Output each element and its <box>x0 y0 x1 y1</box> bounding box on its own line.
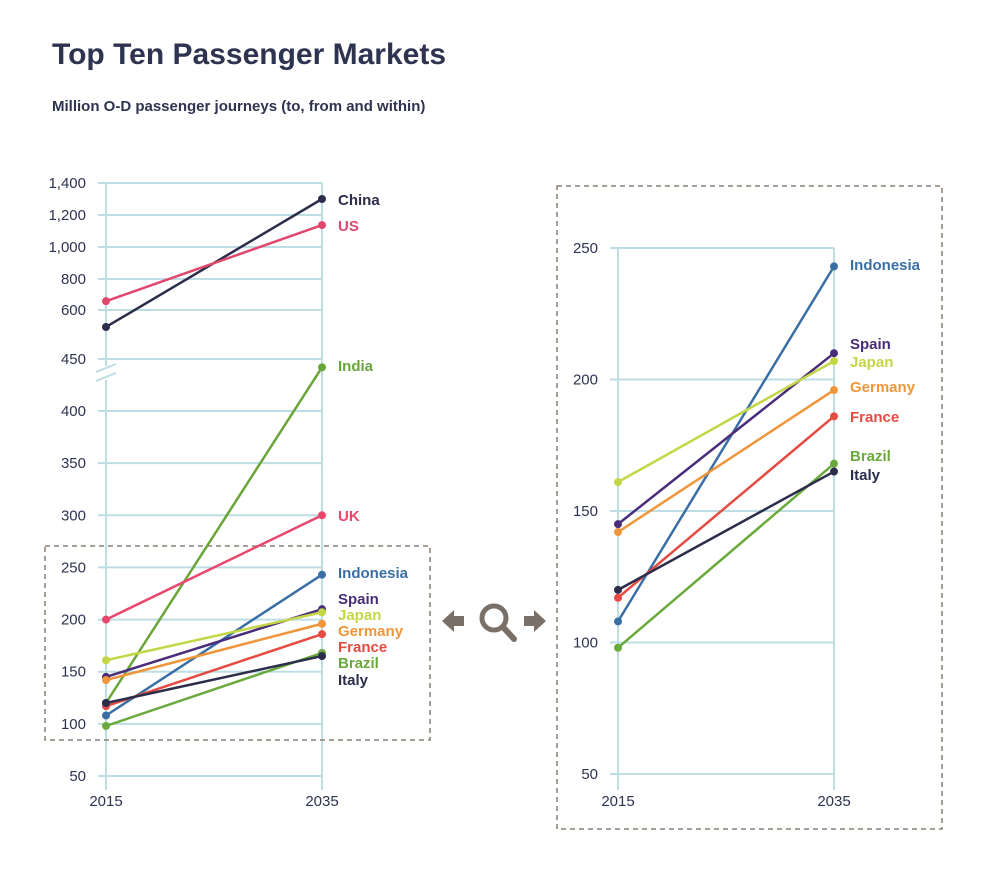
series-line-us <box>105 223 323 303</box>
series-label-spain: Spain <box>338 591 379 608</box>
axis-break-mark <box>95 372 117 382</box>
y-tick-label: 100 <box>573 635 598 652</box>
y-tick-label: 200 <box>573 372 598 389</box>
y-tick-label: 200 <box>61 612 86 629</box>
point-uk-2035 <box>318 511 326 520</box>
series-label-uk: UK <box>338 508 360 525</box>
y-tick-label: 250 <box>61 559 86 576</box>
point-uk-2015 <box>102 615 110 624</box>
point-germany-2035 <box>318 619 326 628</box>
zoomed-series-label-france: France <box>850 409 899 426</box>
x-tick-label: 2015 <box>601 793 634 810</box>
series-label-germany: Germany <box>338 623 404 640</box>
y-tick-label: 1,200 <box>48 207 86 224</box>
zoomed-point-japan-2015 <box>614 478 622 487</box>
arrow-right-icon <box>524 610 546 632</box>
y-tick-label: 800 <box>61 271 86 288</box>
x-tick-label: 2015 <box>89 793 122 810</box>
point-france-2035 <box>318 630 326 639</box>
y-tick-label: 350 <box>61 455 86 472</box>
point-indonesia-2035 <box>318 570 326 579</box>
series-label-brazil: Brazil <box>338 655 379 672</box>
point-china-2035 <box>318 195 326 203</box>
zoomed-series-label-brazil: Brazil <box>850 448 891 465</box>
point-italy-2035 <box>318 652 326 661</box>
point-japan-2015 <box>102 656 110 665</box>
page-title: Top Ten Passenger Markets <box>52 38 447 71</box>
point-germany-2015 <box>102 676 110 685</box>
y-tick-label: 600 <box>61 302 86 319</box>
zoomed-series-line-italy <box>617 470 835 591</box>
zoomed-series-label-japan: Japan <box>850 354 893 371</box>
series-line-india <box>104 366 324 704</box>
point-china-2015 <box>102 322 110 331</box>
zoomed-series-line-indonesia <box>616 265 836 623</box>
y-tick-label: 250 <box>573 240 598 257</box>
point-us-2035 <box>318 221 326 230</box>
y-tick-label: 300 <box>61 507 86 524</box>
y-tick-label: 450 <box>61 351 86 368</box>
series-line-uk <box>105 514 323 621</box>
point-brazil-2015 <box>102 721 110 730</box>
series-label-us: US <box>338 218 359 235</box>
zoomed-point-germany-2015 <box>614 528 622 537</box>
zoomed-series-label-germany: Germany <box>850 379 916 396</box>
y-tick-label: 150 <box>61 664 86 681</box>
arrow-left-icon <box>442 610 464 632</box>
subtitle: Million O-D passenger journeys (to, from… <box>52 98 426 115</box>
y-tick-label: 1,400 <box>48 175 86 192</box>
zoomed-point-france-2015 <box>614 593 622 602</box>
zoomed-point-brazil-2035 <box>830 459 838 468</box>
zoomed-series-label-spain: Spain <box>850 336 891 353</box>
y-tick-label: 50 <box>69 768 86 785</box>
zoomed-series-line-germany <box>617 388 835 534</box>
magnifier-icon <box>479 603 509 633</box>
series-line-germany <box>105 622 323 682</box>
zoomed-point-indonesia-2035 <box>830 262 838 271</box>
zoomed-point-germany-2035 <box>830 386 838 395</box>
zoomed-point-italy-2035 <box>830 467 838 476</box>
axis-break-mark <box>95 363 117 373</box>
zoom-region-box <box>44 545 431 741</box>
point-indonesia-2015 <box>102 711 110 720</box>
zoomed-series-label-italy: Italy <box>850 467 881 484</box>
magnifier-handle <box>500 624 517 642</box>
zoomed-point-italy-2015 <box>614 585 622 594</box>
series-label-india: India <box>338 358 374 375</box>
point-italy-2015 <box>102 699 110 707</box>
series-label-japan: Japan <box>338 607 381 624</box>
y-tick-label: 1,000 <box>48 239 86 256</box>
series-label-france: France <box>338 639 387 656</box>
series-label-indonesia: Indonesia <box>338 565 409 582</box>
y-tick-label: 100 <box>61 716 86 733</box>
zoomed-series-line-brazil <box>617 462 835 649</box>
zoomed-point-brazil-2015 <box>614 643 622 652</box>
series-line-italy <box>105 654 323 705</box>
series-line-indonesia <box>105 573 323 717</box>
series-label-china: China <box>338 192 380 209</box>
x-tick-label: 2035 <box>305 793 338 810</box>
zoomed-point-france-2035 <box>830 412 838 421</box>
y-tick-label: 50 <box>581 766 598 783</box>
series-label-italy: Italy <box>338 672 369 689</box>
zoomed-panel-box <box>556 185 943 830</box>
zoomed-point-indonesia-2015 <box>614 617 622 626</box>
y-tick-label: 400 <box>61 403 86 420</box>
point-us-2015 <box>102 297 110 306</box>
series-line-japan <box>105 611 323 662</box>
y-tick-label: 150 <box>573 503 598 520</box>
zoomed-point-spain-2015 <box>614 520 622 529</box>
zoomed-series-label-indonesia: Indonesia <box>850 257 921 274</box>
point-japan-2035 <box>318 608 326 617</box>
x-tick-label: 2035 <box>817 793 850 810</box>
zoomed-series-line-france <box>617 415 835 599</box>
zoomed-point-spain-2035 <box>830 349 838 358</box>
zoomed-point-japan-2035 <box>830 357 838 366</box>
zoomed-series-line-japan <box>617 359 835 484</box>
point-india-2035 <box>318 363 326 372</box>
